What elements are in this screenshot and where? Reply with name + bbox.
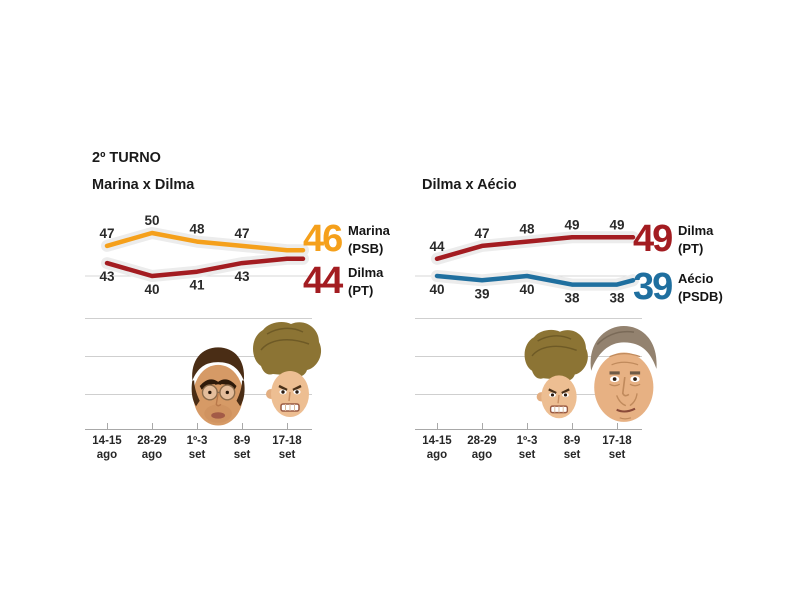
value-label: 44 (429, 239, 445, 254)
date-tick-top: 28-29 (137, 435, 167, 447)
tick-mark (107, 423, 108, 429)
chart-title: Marina x Dilma (92, 177, 195, 193)
date-tick-top: 1º-3 (516, 435, 538, 447)
gridline (415, 318, 642, 319)
dilma-caricature (253, 322, 322, 417)
value-label: 41 (189, 278, 205, 293)
final-value: 46 (303, 218, 343, 260)
plot-svg: 44 47 48 49 49 40 39 40 38 38 (415, 217, 643, 306)
date-tick-bottom: ago (96, 449, 118, 462)
date-tick-label: 1º-3 set (502, 434, 552, 463)
value-label: 49 (564, 217, 579, 232)
plot-svg: 47 50 48 47 43 40 41 43 (85, 213, 313, 297)
candidate-name: Dilma (678, 223, 714, 238)
value-label: 48 (189, 222, 205, 237)
candidate-name: Marina (348, 223, 390, 238)
tick-mark (152, 423, 153, 429)
chart-title: Dilma x Aécio (422, 177, 517, 193)
date-tick-top: 8-9 (563, 435, 581, 447)
party-label: (PSDB) (678, 289, 723, 305)
chart-dilma-x-aecio: Dilma x Aécio 44 47 48 49 49 40 39 40 38 38 49 Dilma… (415, 150, 750, 495)
poll-line-marina (104, 230, 306, 253)
date-tick-top: 17-18 (272, 435, 302, 447)
party-label: (PT) (678, 241, 704, 256)
marina-caricature (191, 347, 245, 426)
value-label: 47 (99, 226, 114, 241)
party-label: (PT) (348, 283, 374, 298)
tick-mark (527, 423, 528, 429)
candidate-name: Dilma (348, 265, 384, 280)
value-label: 49 (609, 217, 624, 232)
tick-mark (287, 423, 288, 429)
value-label: 40 (144, 282, 159, 297)
value-label: 47 (474, 226, 489, 241)
value-label: 48 (519, 222, 535, 237)
round-label: 2º TURNO (92, 150, 161, 166)
value-label: 40 (429, 282, 444, 297)
value-label: 40 (519, 282, 534, 297)
date-tick-bottom: set (518, 449, 536, 462)
date-tick-label: 8-9 set (547, 434, 597, 463)
dilma-caricature (524, 329, 588, 419)
date-tick-label: 14-15 ago (412, 434, 462, 463)
party-label: (PSB) (348, 241, 384, 256)
date-tick-bottom: set (188, 449, 206, 462)
date-tick-bottom: set (278, 449, 296, 462)
date-tick-bottom: ago (471, 449, 493, 462)
date-tick-top: 1º-3 (186, 435, 208, 447)
poll-line-dilma (104, 256, 306, 279)
tick-mark (482, 423, 483, 429)
date-tick-label: 28-29 ago (457, 434, 507, 463)
faces-illustration (191, 322, 322, 426)
final-value: 49 (633, 218, 673, 260)
value-label: 38 (609, 291, 625, 306)
value-label: 39 (474, 286, 489, 301)
date-tick-bottom: ago (141, 449, 163, 462)
tick-mark (197, 423, 198, 429)
date-tick-bottom: set (233, 449, 251, 462)
gridline (85, 318, 312, 319)
candidate-name: Aécio (678, 271, 714, 287)
value-label: 43 (234, 269, 250, 284)
date-tick-label: 14-15 ago (82, 434, 132, 463)
date-tick-top: 17-18 (602, 435, 632, 447)
date-tick-label: 17-18 set (592, 434, 642, 463)
date-tick-top: 14-15 (92, 435, 122, 447)
aecio-caricature (590, 326, 657, 422)
date-tick-top: 14-15 (422, 435, 452, 447)
gridline (415, 394, 642, 395)
axis-line (415, 429, 642, 430)
date-tick-bottom: set (563, 449, 581, 462)
value-label: 47 (234, 226, 249, 241)
date-tick-label: 8-9 set (217, 434, 267, 463)
final-value: 39 (633, 266, 673, 309)
date-tick-label: 28-29 ago (127, 434, 177, 463)
poll-line-aécio (434, 273, 636, 287)
date-tick-label: 17-18 set (262, 434, 312, 463)
tick-mark (617, 423, 618, 429)
value-label: 43 (99, 269, 115, 284)
date-tick-top: 8-9 (233, 435, 251, 447)
date-tick-label: 1º-3 set (172, 434, 222, 463)
tick-mark (572, 423, 573, 429)
date-tick-bottom: ago (426, 449, 448, 462)
date-tick-top: 28-29 (467, 435, 497, 447)
chart-marina-x-dilma: Marina x Dilma 47 50 48 47 43 40 41 43 46 Marina (P… (85, 150, 420, 495)
final-value: 44 (303, 260, 343, 302)
faces-illustration (524, 326, 657, 422)
value-label: 38 (564, 291, 580, 306)
poll-line-dilma (434, 235, 636, 262)
axis-line (85, 429, 312, 430)
value-label: 50 (144, 213, 159, 228)
date-tick-bottom: set (608, 449, 626, 462)
tick-mark (437, 423, 438, 429)
tick-mark (242, 423, 243, 429)
